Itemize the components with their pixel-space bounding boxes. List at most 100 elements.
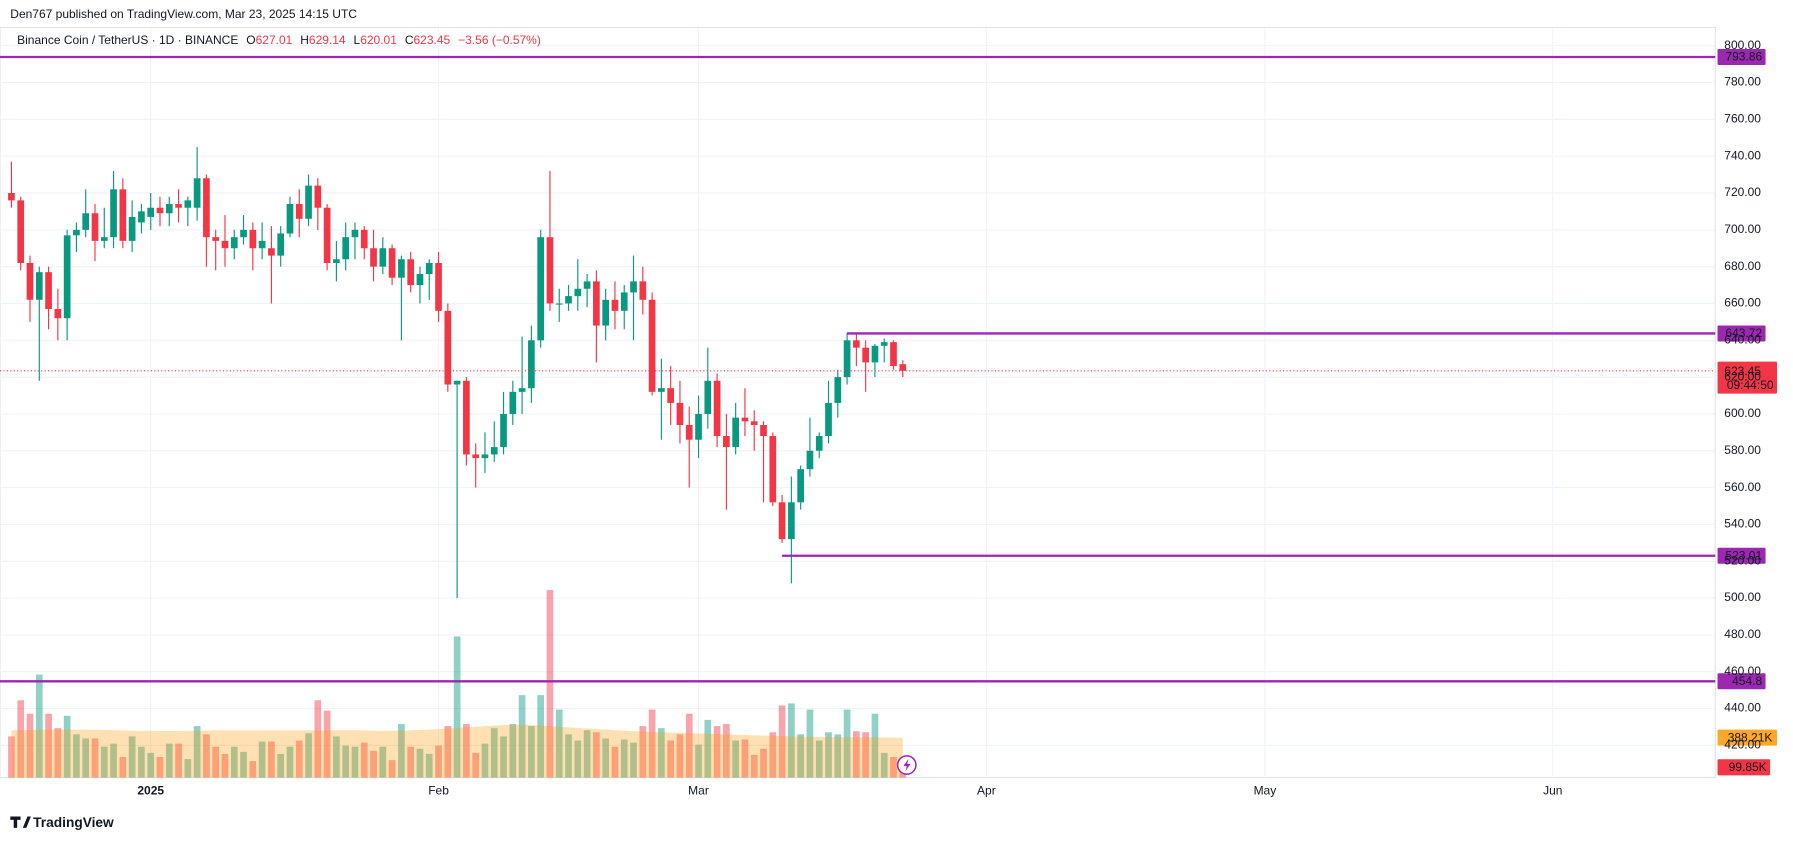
candle-body (490, 447, 498, 455)
y-tick-label: 440.00 (1724, 701, 1761, 715)
volume-bar (45, 713, 52, 778)
ohlc-letter: L (354, 33, 361, 47)
candle-body (435, 262, 442, 311)
candle-body (825, 402, 832, 437)
legend: Binance Coin / TetherUS · 1D · BINANCE O… (17, 33, 541, 47)
candle-body (593, 281, 600, 326)
volume-bar (277, 753, 285, 778)
volume-bar (565, 734, 572, 778)
volume-bar (778, 705, 786, 778)
volume-bar (91, 738, 99, 778)
volume-bar (704, 719, 712, 778)
y-tick-label: 720.00 (1724, 185, 1761, 199)
candle-body (193, 178, 201, 208)
y-tick-label: 500.00 (1724, 590, 1761, 604)
volume-bar (212, 746, 220, 778)
candle-body (500, 413, 507, 448)
x-tick-label: Mar (688, 783, 709, 797)
volume-bar (398, 724, 405, 778)
candle-body (388, 248, 396, 278)
volume-bar (286, 746, 294, 778)
level-label-bg (1717, 547, 1766, 564)
candle-body (537, 237, 545, 341)
y-tick-label: 640.00 (1724, 332, 1761, 346)
volume-bar (528, 726, 535, 778)
candle-body (17, 200, 25, 263)
volume-ma-label-bg (1717, 729, 1777, 746)
volume-bar (193, 726, 201, 778)
volume-bar (695, 744, 702, 778)
replay-icon[interactable] (896, 755, 917, 775)
candle-body (8, 192, 15, 201)
volume-bar (230, 746, 238, 778)
plot-frame (0, 26, 1716, 779)
ohlc-letter: C (405, 33, 414, 47)
candle-body (203, 178, 210, 238)
volume-bar (658, 728, 665, 778)
last-price-label: 623.45 (1724, 364, 1761, 378)
volume-bar (490, 728, 498, 778)
candle-body (398, 259, 405, 278)
x-tick-label: 2025 (137, 783, 164, 797)
volume-bar (268, 741, 275, 778)
y-tick-label: 620.00 (1724, 369, 1761, 383)
open-value: 627.01 (256, 33, 293, 47)
volume-bar (797, 734, 804, 778)
volume-bar (82, 738, 90, 778)
volume-bar (843, 709, 851, 778)
volume-label-bg (1717, 759, 1771, 776)
volume-bar (128, 736, 136, 778)
volume-bar (388, 760, 396, 778)
candle-body (45, 272, 52, 309)
volume-bar (370, 750, 377, 778)
candle-body (658, 388, 665, 392)
volume-bar (509, 724, 517, 778)
ohlc-letter: O (246, 33, 255, 47)
candle-body (899, 364, 907, 371)
y-tick-label: 580.00 (1724, 443, 1761, 457)
candle-body (351, 229, 359, 238)
volume-bar (593, 732, 600, 778)
volume-bar (333, 736, 340, 778)
candle-body (110, 189, 117, 238)
volume-bar (314, 700, 322, 778)
volume-bar (825, 732, 832, 778)
volume-bar (425, 753, 433, 778)
y-tick-label: 520.00 (1724, 553, 1761, 567)
volume-bar (788, 703, 795, 778)
candle-body (240, 229, 247, 238)
y-tick-label: 760.00 (1724, 112, 1761, 126)
volume-bar (602, 738, 610, 778)
volume-bar (138, 746, 145, 778)
candle-body (574, 288, 582, 297)
candle-body (648, 299, 656, 392)
volume-bar (741, 739, 749, 778)
volume-bar (583, 730, 591, 778)
candle-body (518, 388, 526, 392)
volume-bar (760, 748, 767, 778)
volume-bar (165, 743, 173, 778)
volume-bar (54, 728, 62, 778)
candle-body (147, 207, 155, 217)
volume-bar (880, 752, 888, 778)
volume-bar (611, 746, 619, 778)
volume-label: 99.85K (1729, 760, 1767, 774)
tv-logo[interactable]: TradingView (10, 815, 114, 830)
candle-body (528, 340, 535, 389)
volume-bar (360, 742, 368, 778)
volume-bar (175, 743, 182, 778)
publisher-header: Den767 published on TradingView.com, Mar… (10, 7, 357, 21)
candle-body (890, 342, 897, 367)
y-tick-label: 780.00 (1724, 75, 1761, 89)
volume-bar (119, 756, 127, 778)
candle-body (63, 235, 71, 319)
candle-body (815, 436, 823, 451)
candle-body (481, 454, 489, 459)
candle-body (444, 310, 452, 385)
volume-bar (8, 736, 15, 778)
volume-bar (518, 695, 526, 778)
volume-bar (574, 740, 582, 778)
